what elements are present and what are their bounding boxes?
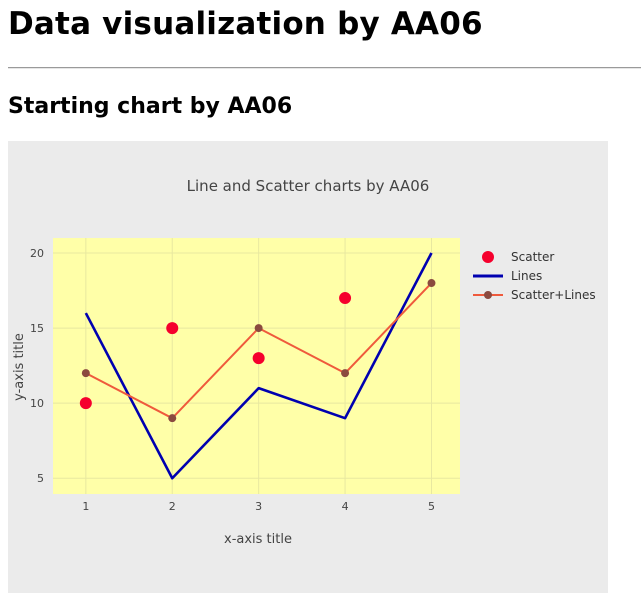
series-layer — [79, 252, 436, 480]
x-axis-title: x-axis title — [224, 532, 292, 547]
data-point — [79, 397, 92, 410]
data-point — [168, 414, 177, 423]
section-heading: Starting chart by AA06 — [8, 94, 293, 119]
legend-marker-symbol — [484, 291, 492, 299]
plot-area — [53, 238, 460, 494]
y-tick-label: 10 — [30, 397, 44, 410]
y-tick-label: 20 — [30, 247, 44, 260]
horizontal-divider — [8, 67, 641, 69]
data-point — [81, 369, 90, 378]
legend-item[interactable]: Scatter — [482, 250, 554, 264]
tick-labels: 1 2 3 4 5 5 10 15 20 — [30, 247, 435, 513]
series-scatter-lines — [81, 279, 436, 423]
series-scatter — [79, 292, 352, 410]
legend-item[interactable]: Scatter+Lines — [473, 288, 596, 302]
legend-item[interactable]: Lines — [473, 269, 542, 283]
y-axis-title: y-axis title — [12, 333, 27, 401]
data-point — [341, 369, 350, 378]
y-tick-label: 15 — [30, 322, 44, 335]
x-tick-label: 1 — [82, 500, 89, 513]
legend[interactable]: Scatter Lines Scatter+Lines — [473, 250, 596, 302]
data-point — [427, 279, 436, 288]
x-tick-label: 5 — [428, 500, 435, 513]
x-tick-label: 4 — [342, 500, 349, 513]
x-tick-label: 3 — [255, 500, 262, 513]
data-point — [252, 352, 265, 365]
chart-container: 1 2 3 4 5 5 10 15 20 Line and Scatter charts by … — [8, 141, 608, 593]
y-tick-label: 5 — [37, 472, 44, 485]
legend-marker-symbol — [482, 251, 494, 263]
x-tick-label: 2 — [169, 500, 176, 513]
data-point — [254, 324, 263, 333]
legend-label: Lines — [511, 269, 542, 283]
series-lines — [84, 252, 433, 480]
chart-title: Line and Scatter charts by AA06 — [187, 177, 430, 195]
legend-label: Scatter+Lines — [511, 288, 596, 302]
page-heading: Data visualization by AA06 — [8, 6, 483, 42]
legend-label: Scatter — [511, 250, 554, 264]
line-scatter-chart: 1 2 3 4 5 5 10 15 20 Line and Scatter charts by … — [8, 141, 608, 593]
series-line — [84, 252, 433, 480]
data-point — [166, 322, 179, 335]
data-point — [339, 292, 352, 305]
